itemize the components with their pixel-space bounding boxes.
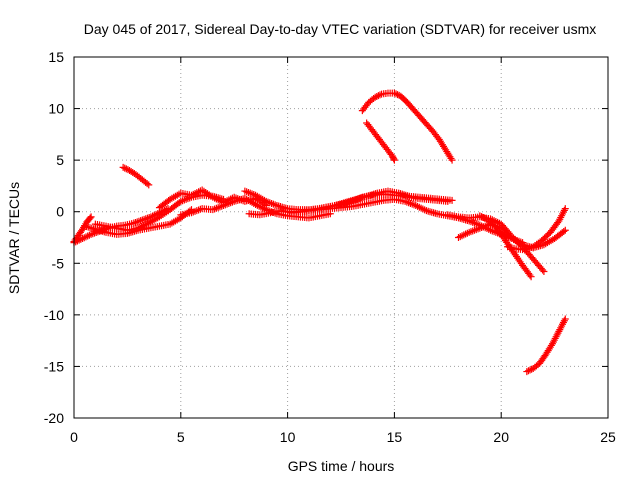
x-tick-label: 10 [280,429,296,445]
data-point-marker [390,156,398,164]
data-point-marker [561,205,569,213]
data-point-marker [86,214,94,222]
data-point-marker [505,232,513,240]
data-point-marker [119,163,127,171]
data-point-marker [561,315,569,323]
x-tick-label: 0 [70,429,78,445]
y-tick-label: -20 [44,410,64,426]
data-point-marker [77,235,85,243]
plot-frame [73,56,609,419]
data-point-marker [82,233,90,241]
x-axis-ticks: 0 5 10 15 20 25 [70,57,616,445]
data-point-marker [481,214,489,222]
data-point-marker [374,92,382,100]
data-point-marker [392,90,400,98]
y-tick-label: 0 [56,204,64,220]
series-arc-12 [363,119,398,164]
data-point-marker [447,154,455,162]
series-arc-14 [454,220,569,252]
data-point-marker [524,367,532,375]
data-point-marker [87,213,95,221]
data-point-marker [476,212,484,220]
data-point-marker [448,156,456,164]
chart-title: Day 045 of 2017, Sidereal Day-to-day VTE… [84,21,597,37]
data-point-marker [121,164,129,172]
data-point-marker [84,232,92,240]
data-points [70,89,569,376]
y-tick-label: -10 [44,307,64,323]
y-tick-label: -15 [44,358,64,374]
data-point-marker [130,219,138,227]
data-point-marker [502,229,510,237]
data-point-marker [561,226,569,234]
data-point-marker [140,215,148,223]
data-point-marker [523,368,531,376]
y-axis-ticks: -20 -15 -10 -5 0 5 10 15 [44,49,608,426]
data-point-marker [145,181,153,189]
x-tick-label: 15 [387,429,403,445]
y-axis-label: SDTVAR / TECUs [6,182,22,294]
data-point-marker [85,231,93,239]
x-axis-label: GPS time / hours [288,458,395,474]
data-point-marker [79,235,87,243]
data-point-marker [73,237,81,245]
x-tick-label: 20 [493,429,509,445]
data-point-marker [526,271,534,279]
data-point-marker [526,366,534,374]
data-point-marker [527,273,535,281]
y-tick-label: 15 [48,49,64,65]
data-point-marker [87,230,95,238]
data-point-marker [524,245,532,253]
data-point-marker [478,213,486,221]
data-point-marker [143,180,151,188]
data-point-marker [72,238,80,246]
data-point-marker [390,89,398,97]
data-point-marker [479,213,487,221]
axes [73,56,609,419]
series-arc-05 [119,163,153,189]
data-point-marker [89,230,97,238]
series-arc-11 [358,89,456,164]
data-point-marker [540,268,548,276]
data-point-marker [137,217,145,225]
data-point-marker [448,196,456,204]
data-point-marker [122,165,130,173]
data-point-marker [521,246,529,254]
series-arc-16 [504,205,569,254]
data-point-marker [132,218,140,226]
data-point-marker [560,227,568,235]
data-point-marker [138,216,146,224]
series-arc-17 [523,315,569,376]
grid-lines [74,57,608,418]
data-point-marker [135,217,143,225]
data-point-marker [371,93,379,101]
data-point-marker [373,92,381,100]
x-tick-label: 5 [177,429,185,445]
data-point-marker [394,91,402,99]
data-point-marker [142,215,150,223]
data-point-marker [503,230,511,238]
y-tick-label: -5 [52,255,65,271]
data-point-marker [75,236,83,244]
data-point-marker [376,91,384,99]
data-point-marker [522,245,530,253]
x-tick-label: 25 [600,429,616,445]
data-point-marker [526,244,534,252]
y-tick-label: 10 [48,101,64,117]
data-point-marker [133,218,141,226]
data-point-marker [390,155,398,163]
data-point-marker [539,266,547,274]
data-point-marker [80,234,88,242]
y-tick-label: 5 [56,152,64,168]
